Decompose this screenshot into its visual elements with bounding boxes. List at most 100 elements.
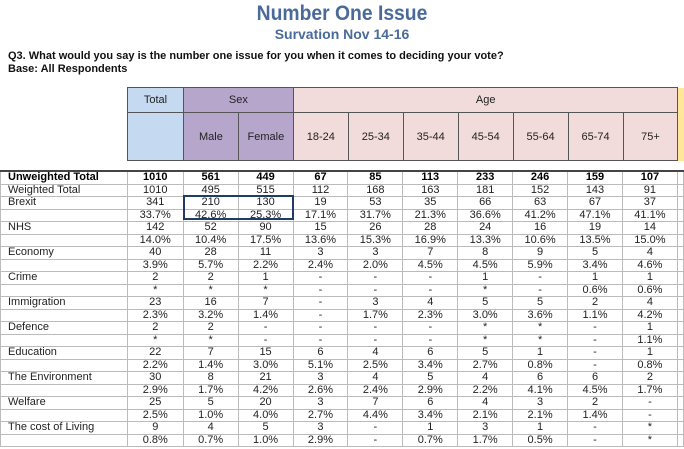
header-col-male: Male (182, 112, 239, 161)
table-cell-edge (676, 196, 684, 210)
table-row: 2.5% 1.0% 4.0% 2.7% 4.4% 3.4% 2.1% 2.1% 1.4% - (0, 408, 684, 422)
table-cell: 233 (457, 170, 514, 185)
table-cell: 4.5% (402, 258, 459, 272)
table-cell: 25 (126, 396, 184, 410)
table-cell: 30 (126, 371, 184, 385)
table-cell: 20 (237, 396, 294, 410)
table-cell: 7 (402, 246, 459, 260)
table-cell: - (237, 321, 294, 335)
table-cell: 2.2% (237, 258, 294, 272)
table-cell: 143 (567, 183, 623, 197)
table-cell: 130 (237, 196, 294, 210)
table-cell: 6 (402, 396, 459, 410)
table-cell: 1010 (126, 183, 184, 197)
table-cell: 1.7% (621, 383, 678, 397)
table-cell: 67 (567, 196, 623, 210)
table-cell: 53 (347, 196, 404, 210)
table-cell: 52 (182, 221, 239, 235)
table-cell: 3 (347, 296, 404, 310)
table-cell: * (182, 283, 239, 297)
row-label (0, 408, 128, 422)
table-cell: 2.2% (457, 383, 514, 397)
table-cell-edge (676, 308, 684, 322)
table-cell: 1 (621, 321, 678, 335)
table-cell: 4 (347, 346, 404, 360)
table-cell: 41.2% (512, 208, 569, 222)
table-cell: 2.5% (126, 408, 184, 422)
table-row: The cost of Living 9 4 5 3-1 3 1- * (0, 421, 684, 435)
table-cell: 17.5% (237, 233, 294, 247)
table-row: Immigration 23 16 7-3 4 5 5 2 4 (0, 296, 684, 310)
table-cell-edge (676, 433, 684, 447)
question-block: Q3. What would you say is the number one… (8, 50, 504, 76)
table-cell: - (621, 408, 678, 422)
table-cell: 1 (621, 271, 678, 285)
table-cell: 90 (237, 221, 294, 235)
table-cell: 16 (182, 296, 239, 310)
table-cell-edge (676, 358, 684, 372)
table-cell: 6 (512, 371, 569, 385)
table-cell: 2.2% (126, 358, 184, 372)
table-row: Education 22 7 15 6 4 6 5 1-1 (0, 346, 684, 360)
table-cell: 28 (182, 246, 239, 260)
header-col-35-44: 35-44 (402, 112, 459, 161)
table-cell: 1.4% (237, 308, 294, 322)
table-cell: 1.7% (347, 308, 404, 322)
table-cell: 66 (457, 196, 514, 210)
table-row: 33.7% 42.6% 25.3% 17.1% 31.7% 21.3% 36.6% 41.2%… (0, 208, 684, 222)
table-cell: 13.3% (457, 233, 514, 247)
table-cell: * (126, 333, 184, 347)
table-row: Economy 40 28 11 3 3 7 8 9 5 4 (0, 246, 684, 260)
table-cell: * (621, 421, 678, 435)
table-cell: 2.7% (457, 358, 514, 372)
table-cell: 2.1% (512, 408, 569, 422)
table-cell: 0.8% (512, 358, 569, 372)
table-cell: - (292, 296, 349, 310)
table-row: NHS 142 52 90 15 26 28 24 16 19 14 (0, 221, 684, 235)
base-text: Base: All Respondents (8, 63, 128, 75)
row-label (0, 283, 128, 297)
table-cell-edge (676, 170, 684, 185)
table-cell: 2.5% (347, 358, 404, 372)
table-cell: 5.7% (182, 258, 239, 272)
table-cell: - (292, 271, 349, 285)
table-cell: 3.2% (182, 308, 239, 322)
table-cell: 13.6% (292, 233, 349, 247)
table-cell: 4 (621, 246, 678, 260)
table-cell-edge (676, 233, 684, 247)
table-cell-edge (676, 258, 684, 272)
table-cell: 3 (292, 421, 349, 435)
table-cell: * (621, 433, 678, 447)
table-row: Brexit 341 210 130 19 53 35 66 63 67 37 (0, 196, 684, 210)
table-cell-edge (676, 333, 684, 347)
table-cell: 112 (292, 183, 349, 197)
table-cell: 31.7% (347, 208, 404, 222)
table-cell: 33.7% (126, 208, 184, 222)
header-col-18-24: 18-24 (292, 112, 349, 161)
header-next-group (677, 87, 684, 161)
table-cell: 4.5% (457, 258, 514, 272)
table-cell: - (512, 283, 569, 297)
table-cell: 17.1% (292, 208, 349, 222)
table-cell: 107 (621, 170, 678, 185)
table-row: Welfare 25 5 20 3 7 6 4 3 2- (0, 396, 684, 410)
row-label: Brexit (0, 196, 128, 210)
table-cell: 181 (457, 183, 514, 197)
table-cell: 4.2% (237, 383, 294, 397)
table-cell: 47.1% (567, 208, 623, 222)
header-sex: Sex (182, 87, 294, 113)
table-cell: 5 (457, 296, 514, 310)
table-cell: 9 (512, 246, 569, 260)
table-cell: 67 (292, 170, 349, 185)
table-cell: 3 (292, 371, 349, 385)
table-cell-edge (676, 271, 684, 285)
table-cell: 561 (182, 170, 239, 185)
table-cell: 7 (237, 296, 294, 310)
table-cell: 28 (402, 221, 459, 235)
table-cell: 0.6% (621, 283, 678, 297)
table-cell: 91 (621, 183, 678, 197)
table-cell: 2.9% (402, 383, 459, 397)
table-row: Unweighted Total 1010 561 449 67 85 113 233 246 1… (0, 170, 684, 185)
table-cell: - (567, 421, 623, 435)
table-cell: - (292, 333, 349, 347)
